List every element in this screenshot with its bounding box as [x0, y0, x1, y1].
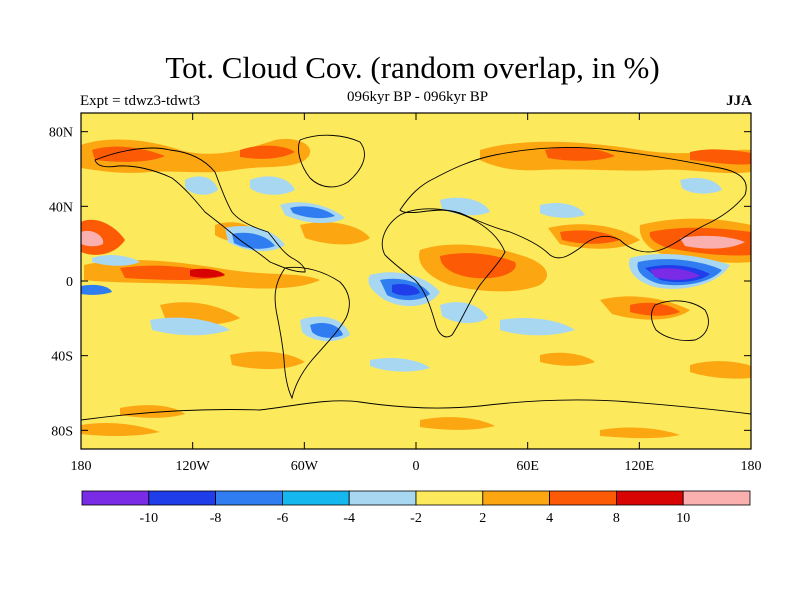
season-label: JJA: [726, 93, 752, 109]
lon-tick-label: 180: [741, 459, 762, 474]
colorbar-label: 10: [676, 511, 690, 526]
australia-coastline: [650, 300, 709, 341]
colorbar-label: 4: [546, 511, 553, 526]
eurasia-coastline: [399, 147, 747, 259]
map-plot-area: [81, 113, 751, 449]
lon-tick-label: 120E: [625, 459, 655, 474]
colorbar-swatch: [281, 490, 350, 506]
lat-tick-label: 80N: [49, 126, 73, 141]
coastlines: [81, 134, 751, 421]
colorbar-swatch: [148, 490, 217, 506]
colorbar-swatch: [348, 490, 417, 506]
lon-tick-label: 60W: [291, 459, 319, 474]
colorbar-label: 2: [479, 511, 486, 526]
lon-tick-label: 60E: [516, 459, 539, 474]
colorbar-label: -2: [410, 511, 422, 526]
map-subtitle: 096kyr BP - 096kyr BP: [346, 89, 489, 105]
colorbar: -10 -8 -6 -4 -2 2 4 8 10: [81, 490, 751, 526]
experiment-label: Expt = tdwz3-tdwt3: [80, 93, 201, 109]
colorbar-label: -8: [210, 511, 222, 526]
lat-tick-label: 0: [66, 275, 73, 290]
greenland-coastline: [298, 134, 365, 188]
lat-tick-label: 40N: [49, 200, 73, 215]
colorbar-swatch: [616, 490, 684, 506]
colorbar-label: 8: [613, 511, 620, 526]
lon-tick-label: 0: [413, 459, 420, 474]
africa-coastline: [381, 208, 506, 338]
colorbar-label: -6: [277, 511, 289, 526]
latitude-ticks: 80N 40N 0 40S 80S: [49, 126, 751, 439]
antarctica-coastline: [81, 399, 751, 421]
colorbar-swatch: [682, 490, 751, 506]
map-title: Tot. Cloud Cov. (random overlap, in %): [165, 50, 660, 85]
colorbar-label: -4: [343, 511, 355, 526]
colorbar-swatch: [81, 490, 150, 506]
north-america-coastline: [94, 147, 306, 273]
positive-anomaly-patches: [81, 138, 751, 439]
colorbar-label: -10: [139, 511, 158, 526]
longitude-ticks: 180 120W 60W 0 60E 120E 180: [71, 113, 762, 474]
negative-anomaly-patches: [81, 176, 730, 372]
colorbar-swatch: [215, 490, 283, 506]
lon-tick-label: 180: [71, 459, 92, 474]
south-america-coastline: [274, 266, 350, 400]
lat-tick-label: 40S: [51, 350, 73, 365]
colorbar-swatch: [549, 490, 617, 506]
lat-tick-label: 80S: [51, 424, 73, 439]
colorbar-swatch: [415, 490, 484, 506]
lon-tick-label: 120W: [176, 459, 211, 474]
colorbar-swatch: [482, 490, 550, 506]
